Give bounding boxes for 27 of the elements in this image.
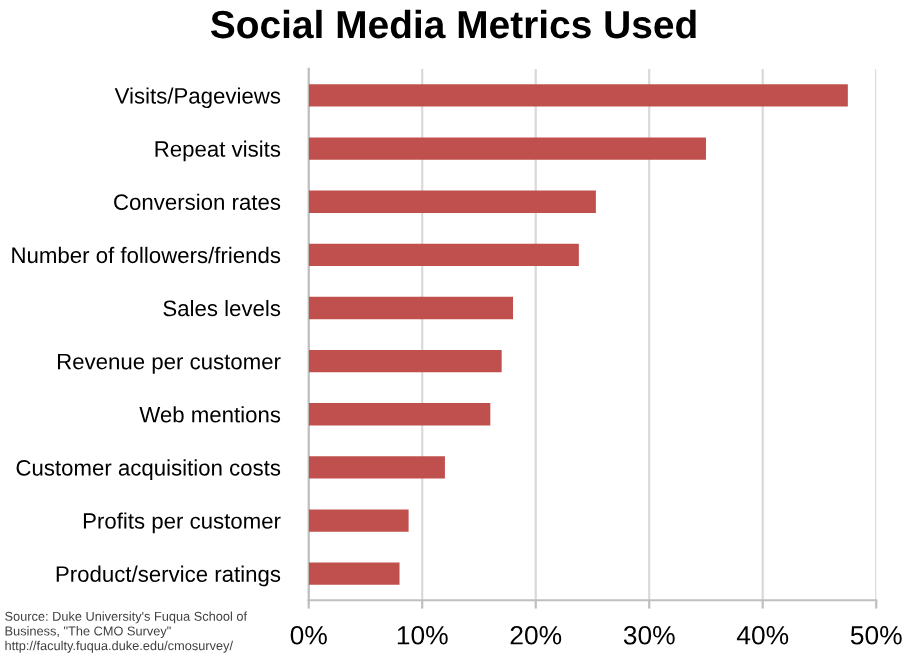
x-tick-label: 20% — [510, 625, 562, 645]
x-tick-label: 30% — [623, 625, 675, 645]
bar — [308, 509, 409, 532]
y-tick-label: Product/service ratings — [56, 565, 281, 587]
bar — [308, 349, 502, 373]
y-tick-label: Web mentions — [139, 406, 281, 423]
y-tick-label: Number of followers/friends — [12, 246, 281, 264]
x-tick-label: 0% — [290, 625, 327, 645]
x-tick-label: 40% — [736, 625, 789, 645]
y-tick-label: Revenue per customer — [57, 353, 281, 374]
bar — [308, 562, 400, 585]
y-tick-label: Conversion rates — [114, 193, 281, 210]
bar — [308, 84, 848, 107]
y-tick-label: Profits per customer — [83, 512, 281, 534]
bar — [308, 403, 491, 426]
bar — [308, 296, 514, 320]
bar — [308, 190, 596, 213]
chart-title: Social Media Metrics Used — [210, 9, 696, 39]
bar — [308, 243, 579, 267]
y-tick-label: Customer acquisition costs — [16, 459, 281, 481]
y-tick-label: Visits/Pageviews — [114, 87, 281, 109]
bar — [308, 456, 445, 479]
y-tick-label: Sales levels — [163, 299, 281, 317]
x-tick-label: 10% — [397, 625, 448, 645]
bar — [308, 137, 706, 160]
y-tick-label: Repeat visits — [155, 140, 281, 162]
x-tick-label: 50% — [850, 625, 902, 645]
